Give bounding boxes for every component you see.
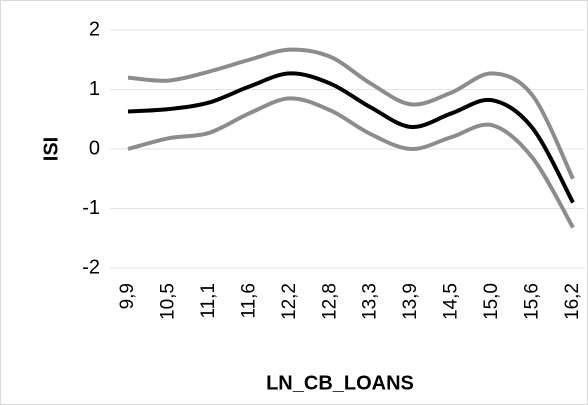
y-tick-label: -2: [82, 256, 100, 278]
x-tick-label: 10,5: [157, 283, 178, 320]
grid: [110, 29, 585, 269]
y-tick-label: 1: [89, 78, 100, 100]
x-tick-label: 11,1: [198, 283, 219, 319]
series-line: [127, 96, 575, 229]
x-tick-label: 9,9: [117, 283, 138, 309]
y-tick-label: 2: [89, 18, 100, 40]
x-tick-label: 13,3: [360, 283, 381, 320]
y-axis-title: ISI: [40, 137, 62, 161]
x-tick-label: 13,9: [400, 283, 421, 320]
x-tick-label: 15,6: [522, 283, 543, 320]
series-line: [127, 47, 575, 180]
y-tick-label: -1: [82, 197, 100, 219]
x-tick-label: 11,6: [238, 283, 259, 319]
lines: [127, 47, 575, 229]
x-tick-label: 12,2: [279, 283, 300, 320]
x-tick-label: 15,0: [481, 283, 502, 320]
x-tick-label: 12,8: [319, 283, 340, 320]
y-tick-label: 0: [89, 137, 100, 159]
series-line: [127, 71, 575, 204]
x-tick-label: 16,2: [562, 283, 583, 320]
x-tick-label: 14,5: [441, 283, 462, 320]
x-axis-title: LN_CB_LOANS: [266, 372, 414, 394]
